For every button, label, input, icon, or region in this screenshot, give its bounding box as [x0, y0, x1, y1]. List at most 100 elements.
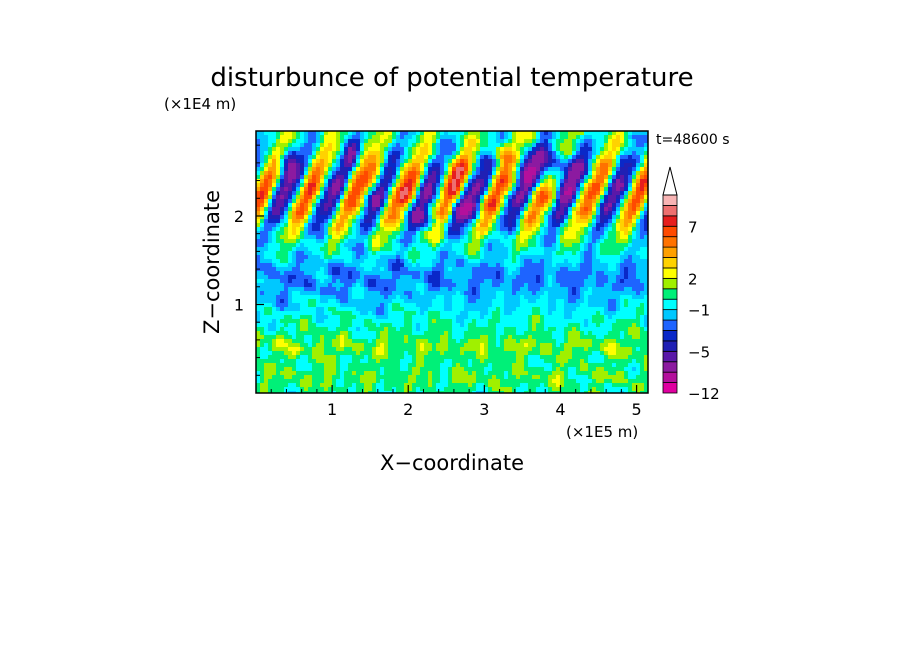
heatmap-cell	[312, 171, 317, 176]
heatmap-cell	[564, 163, 569, 168]
heatmap-cell	[380, 327, 385, 332]
heatmap-cell	[380, 295, 385, 300]
heatmap-cell	[460, 195, 465, 200]
heatmap-cell	[324, 175, 329, 180]
heatmap-cell	[352, 211, 357, 216]
heatmap-cell	[272, 147, 277, 152]
heatmap-cell	[604, 287, 609, 292]
heatmap-cell	[608, 271, 613, 276]
heatmap-cell	[268, 239, 273, 244]
heatmap-cell	[312, 187, 317, 192]
heatmap-cell	[544, 163, 549, 168]
heatmap-cell	[632, 155, 637, 160]
heatmap-cell	[264, 247, 269, 252]
heatmap-cell	[456, 323, 461, 328]
heatmap-cell	[400, 319, 405, 324]
heatmap-cell	[596, 199, 601, 204]
heatmap-cell	[496, 215, 501, 220]
heatmap-cell	[324, 327, 329, 332]
heatmap-cell	[552, 203, 557, 208]
heatmap-cell	[312, 155, 317, 160]
heatmap-cell	[484, 287, 489, 292]
heatmap-cell	[552, 267, 557, 272]
heatmap-cell	[508, 307, 513, 312]
heatmap-cell	[400, 251, 405, 256]
heatmap-cell	[256, 203, 261, 208]
heatmap-cell	[640, 299, 645, 304]
heatmap-cell	[548, 223, 553, 228]
heatmap-cell	[580, 175, 585, 180]
heatmap-cell	[296, 255, 301, 260]
heatmap-cell	[556, 183, 561, 188]
heatmap-cell	[412, 275, 417, 280]
heatmap-cell	[596, 167, 601, 172]
heatmap-cell	[504, 243, 509, 248]
heatmap-cell	[300, 231, 305, 236]
heatmap-cell	[440, 135, 445, 140]
heatmap-cell	[600, 199, 605, 204]
heatmap-cell	[380, 159, 385, 164]
heatmap-cell	[300, 147, 305, 152]
heatmap-cell	[264, 259, 269, 264]
heatmap-cell	[540, 279, 545, 284]
heatmap-cell	[392, 139, 397, 144]
heatmap-cell	[368, 283, 373, 288]
heatmap-cell	[456, 251, 461, 256]
heatmap-cell	[296, 271, 301, 276]
heatmap-cell	[264, 163, 269, 168]
heatmap-cell	[536, 315, 541, 320]
heatmap-cell	[644, 223, 648, 228]
heatmap-cell	[348, 219, 353, 224]
heatmap-cell	[544, 179, 549, 184]
heatmap-cell	[540, 139, 545, 144]
heatmap-cell	[520, 231, 525, 236]
heatmap-cell	[364, 295, 369, 300]
heatmap-cell	[372, 255, 377, 260]
heatmap-cell	[388, 223, 393, 228]
heatmap-cell	[344, 271, 349, 276]
heatmap-cell	[480, 151, 485, 156]
heatmap-cell	[360, 251, 365, 256]
heatmap-cell	[300, 135, 305, 140]
heatmap-cell	[332, 183, 337, 188]
heatmap-cell	[448, 307, 453, 312]
heatmap-cell	[368, 319, 373, 324]
heatmap-cell	[284, 227, 289, 232]
heatmap-cell	[304, 219, 309, 224]
heatmap-cell	[420, 215, 425, 220]
heatmap-cell	[456, 311, 461, 316]
heatmap-cell	[544, 255, 549, 260]
heatmap-cell	[604, 247, 609, 252]
heatmap-cell	[328, 259, 333, 264]
heatmap-cell	[424, 179, 429, 184]
heatmap-cell	[312, 259, 317, 264]
heatmap-cell	[312, 267, 317, 272]
heatmap-cell	[336, 271, 341, 276]
heatmap-cell	[472, 247, 477, 252]
heatmap-cell	[476, 159, 481, 164]
heatmap-cell	[556, 139, 561, 144]
heatmap-cell	[412, 191, 417, 196]
heatmap-cell	[480, 147, 485, 152]
heatmap-cell	[404, 299, 409, 304]
heatmap-cell	[480, 307, 485, 312]
heatmap-cell	[472, 159, 477, 164]
heatmap-cell	[348, 247, 353, 252]
heatmap-cell	[452, 191, 457, 196]
heatmap-cell	[420, 143, 425, 148]
heatmap-cell	[304, 131, 309, 136]
heatmap-cell	[420, 147, 425, 152]
heatmap-cell	[580, 143, 585, 148]
heatmap-cell	[560, 243, 565, 248]
heatmap-cell	[560, 251, 565, 256]
heatmap-cell	[632, 195, 637, 200]
heatmap-cell	[604, 323, 609, 328]
heatmap-cell	[256, 187, 261, 192]
heatmap-cell	[584, 191, 589, 196]
heatmap-cell	[364, 187, 369, 192]
heatmap-cell	[448, 331, 453, 336]
heatmap-cell	[596, 255, 601, 260]
heatmap-cell	[480, 295, 485, 300]
heatmap-cell	[420, 187, 425, 192]
heatmap-cell	[268, 183, 273, 188]
